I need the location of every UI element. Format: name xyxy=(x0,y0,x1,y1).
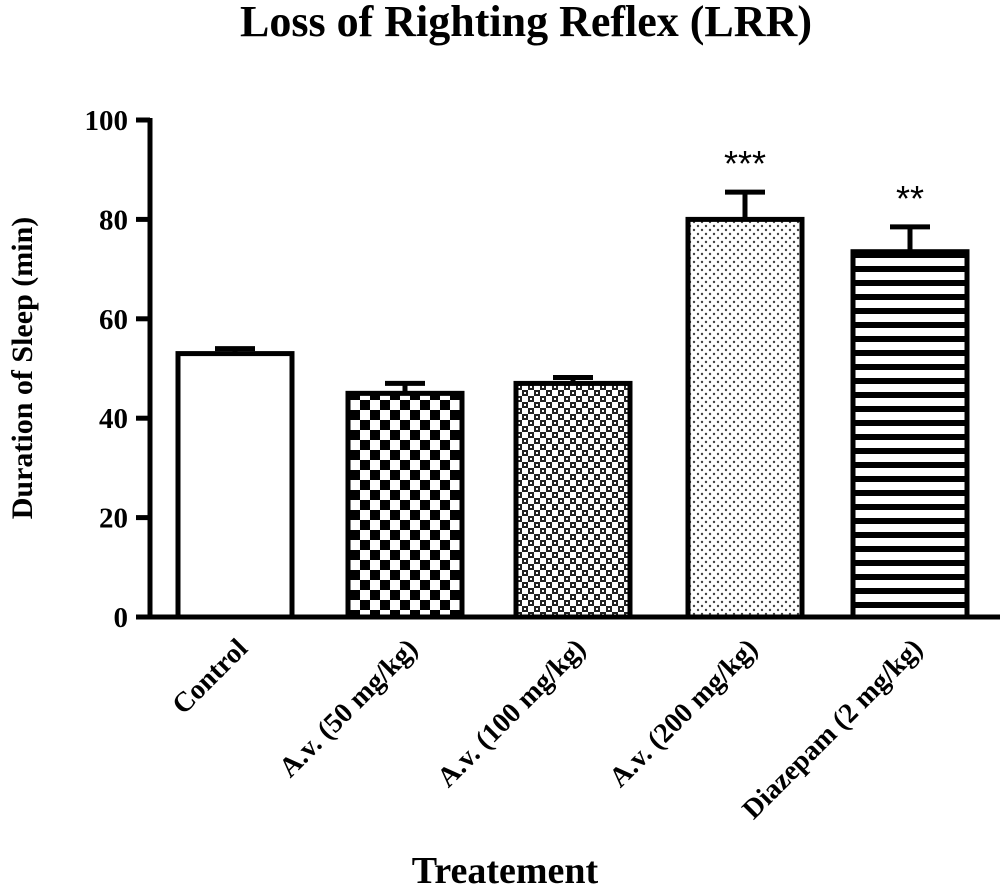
bars-group xyxy=(175,189,970,620)
y-tick-label: 40 xyxy=(99,403,128,435)
y-tick-label: 0 xyxy=(114,602,129,634)
bar xyxy=(175,351,295,620)
x-tick-label: A.v. (200 mg/kg) xyxy=(603,633,764,794)
x-axis-label: Treatement xyxy=(412,850,599,891)
x-tick-label: Diazepam (2 mg/kg) xyxy=(737,633,929,825)
x-tick-label: Control xyxy=(166,633,254,721)
bar xyxy=(685,216,805,620)
significance-label: *** xyxy=(724,143,766,184)
y-tick-label: 20 xyxy=(99,503,128,535)
y-axis-label: Duration of Sleep (min) xyxy=(6,217,39,520)
x-tick-label: A.v. (100 mg/kg) xyxy=(431,633,592,794)
significance-label: ** xyxy=(896,178,924,219)
chart-title: Loss of Righting Reflex (LRR) xyxy=(240,0,812,46)
y-tick-label: 60 xyxy=(99,304,128,336)
y-tick-label: 100 xyxy=(85,105,129,137)
bar xyxy=(345,390,465,620)
x-tick-label: A.v. (50 mg/kg) xyxy=(273,633,424,784)
y-tick-label: 80 xyxy=(99,204,128,236)
bar xyxy=(513,380,633,620)
bar xyxy=(850,249,970,620)
